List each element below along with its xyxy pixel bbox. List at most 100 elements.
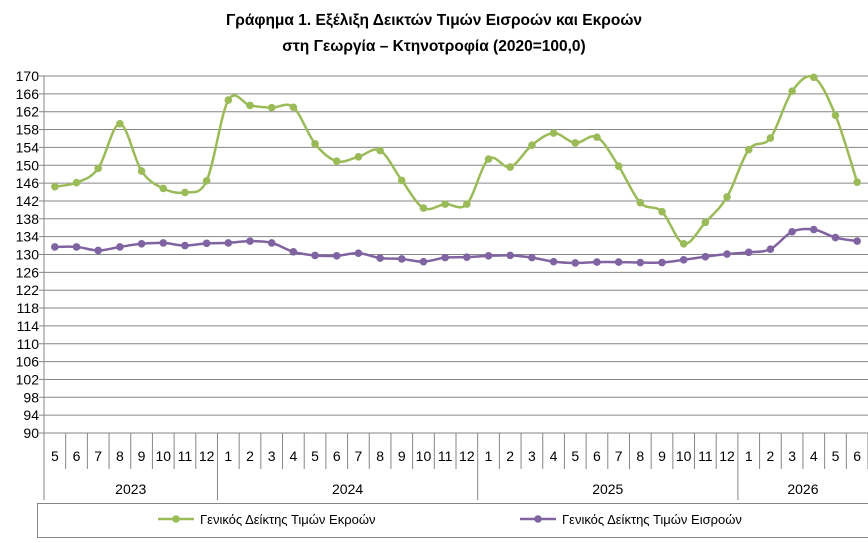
y-tick-label: 106 <box>16 354 40 370</box>
data-point-series-1 <box>311 140 319 148</box>
data-point-series-2 <box>224 239 233 247</box>
data-point-series-1 <box>224 96 233 104</box>
y-tick-label: 158 <box>16 122 40 138</box>
y-tick-label: 94 <box>23 407 39 423</box>
data-point-series-1 <box>94 164 103 173</box>
data-point-series-2 <box>658 258 666 267</box>
x-tick-label-month: 9 <box>658 448 666 464</box>
x-tick-label-month: 2 <box>246 448 254 464</box>
data-point-series-2 <box>289 248 298 256</box>
y-tick-label: 162 <box>16 104 40 120</box>
x-tick-label-month: 1 <box>224 448 232 464</box>
x-axis: 5 6 7 8 9 10 11 12 1 2 3 4 5 6 7 8 9 10 11 12 1 2 3 4 5 6 7 8 9 10 11 1… <box>43 433 868 500</box>
data-point-series-1 <box>354 152 363 161</box>
data-point-series-1 <box>116 119 124 128</box>
y-tick-label: 118 <box>17 300 40 316</box>
data-point-series-1 <box>332 157 341 166</box>
data-point-series-1 <box>614 162 623 170</box>
data-point-series-2 <box>354 249 363 257</box>
data-point-series-1 <box>246 101 254 110</box>
data-point-series-2 <box>679 256 688 264</box>
data-point-series-2 <box>311 251 319 260</box>
x-tick-label-month: 11 <box>438 448 453 464</box>
data-point-series-2 <box>332 252 341 260</box>
data-point-series-2 <box>419 257 428 266</box>
y-tick-label: 154 <box>16 139 40 155</box>
x-tick-label-month: 9 <box>138 448 146 464</box>
data-point-series-1 <box>853 178 861 187</box>
data-point-series-1 <box>809 73 818 82</box>
x-tick-label-year: 2024 <box>332 481 363 497</box>
data-point-series-1 <box>441 200 449 208</box>
data-point-series-2 <box>744 248 753 257</box>
data-point-series-2 <box>376 254 384 262</box>
data-point-series-1 <box>744 145 753 154</box>
legend-box <box>37 503 868 538</box>
data-point-series-2 <box>397 255 406 263</box>
x-tick-label-month: 6 <box>593 448 601 464</box>
data-point-series-1 <box>289 103 298 112</box>
data-point-series-1 <box>463 200 471 208</box>
y-tick-label: 102 <box>16 371 40 387</box>
legend: Γενικός Δείκτης Τιμών Εκροών Γενικός Δείκ… <box>37 503 868 538</box>
chart-title-line2: στη Γεωργία – Κτηνοτροφία (2020=100,0) <box>282 38 586 55</box>
data-point-series-2 <box>723 250 731 258</box>
x-tick-label-month: 7 <box>355 448 363 464</box>
x-tick-label-month: 5 <box>51 448 59 464</box>
y-tick-label: 110 <box>17 336 40 352</box>
y-tick-label: 146 <box>16 175 40 191</box>
x-tick-label-month: 4 <box>550 448 558 464</box>
legend-swatch-marker <box>172 515 180 523</box>
data-point-series-1 <box>528 141 536 149</box>
data-point-series-1 <box>723 193 731 201</box>
x-tick-label-month: 3 <box>268 448 276 464</box>
data-point-series-1 <box>636 198 645 207</box>
y-tick-label: 130 <box>16 247 40 263</box>
y-tick-label: 142 <box>16 193 40 209</box>
y-tick-label: 126 <box>16 264 40 280</box>
x-tick-label-month: 8 <box>116 448 124 464</box>
data-point-series-1 <box>484 155 493 163</box>
x-tick-label-month: 5 <box>832 448 840 464</box>
x-tick-label-month: 12 <box>199 448 215 464</box>
x-tick-label-month: 11 <box>178 448 193 464</box>
data-point-series-2 <box>72 243 81 251</box>
data-point-series-1 <box>419 204 428 212</box>
data-point-series-2 <box>202 239 211 248</box>
data-point-series-2 <box>463 253 471 261</box>
data-point-series-1 <box>506 163 515 171</box>
y-tick-label: 134 <box>16 229 40 245</box>
data-point-series-2 <box>267 239 276 247</box>
data-point-series-1 <box>137 167 146 175</box>
data-point-series-1 <box>159 184 168 193</box>
series-lines <box>51 73 861 267</box>
data-point-series-2 <box>549 257 558 266</box>
data-point-series-1 <box>202 177 211 185</box>
data-point-series-1 <box>766 134 775 142</box>
data-point-series-2 <box>116 243 124 251</box>
data-point-series-2 <box>571 259 580 267</box>
y-tick-label: 122 <box>16 282 40 298</box>
x-tick-label-month: 4 <box>810 448 818 464</box>
y-tick-label: 166 <box>16 86 40 102</box>
data-point-series-2 <box>484 252 493 260</box>
x-tick-label-month: 11 <box>698 448 713 464</box>
data-point-series-1 <box>701 218 710 227</box>
x-tick-label-month: 12 <box>719 448 735 464</box>
x-tick-label-month: 3 <box>528 448 536 464</box>
legend-label: Γενικός Δείκτης Τιμών Εκροών <box>200 512 376 527</box>
data-point-series-2 <box>51 243 59 251</box>
x-tick-label-month: 10 <box>676 448 692 464</box>
x-tick-label-month: 9 <box>398 448 406 464</box>
x-tick-label-month: 6 <box>73 448 81 464</box>
x-tick-label-year: 2026 <box>787 481 818 497</box>
data-point-series-2 <box>506 251 515 260</box>
data-point-series-1 <box>679 239 688 248</box>
data-point-series-1 <box>788 87 796 95</box>
x-tick-label-month: 10 <box>416 448 432 464</box>
x-tick-label-month: 5 <box>311 448 319 464</box>
data-point-series-2 <box>181 241 189 250</box>
x-tick-label-month: 2 <box>767 448 775 464</box>
y-tick-label: 138 <box>16 211 40 227</box>
